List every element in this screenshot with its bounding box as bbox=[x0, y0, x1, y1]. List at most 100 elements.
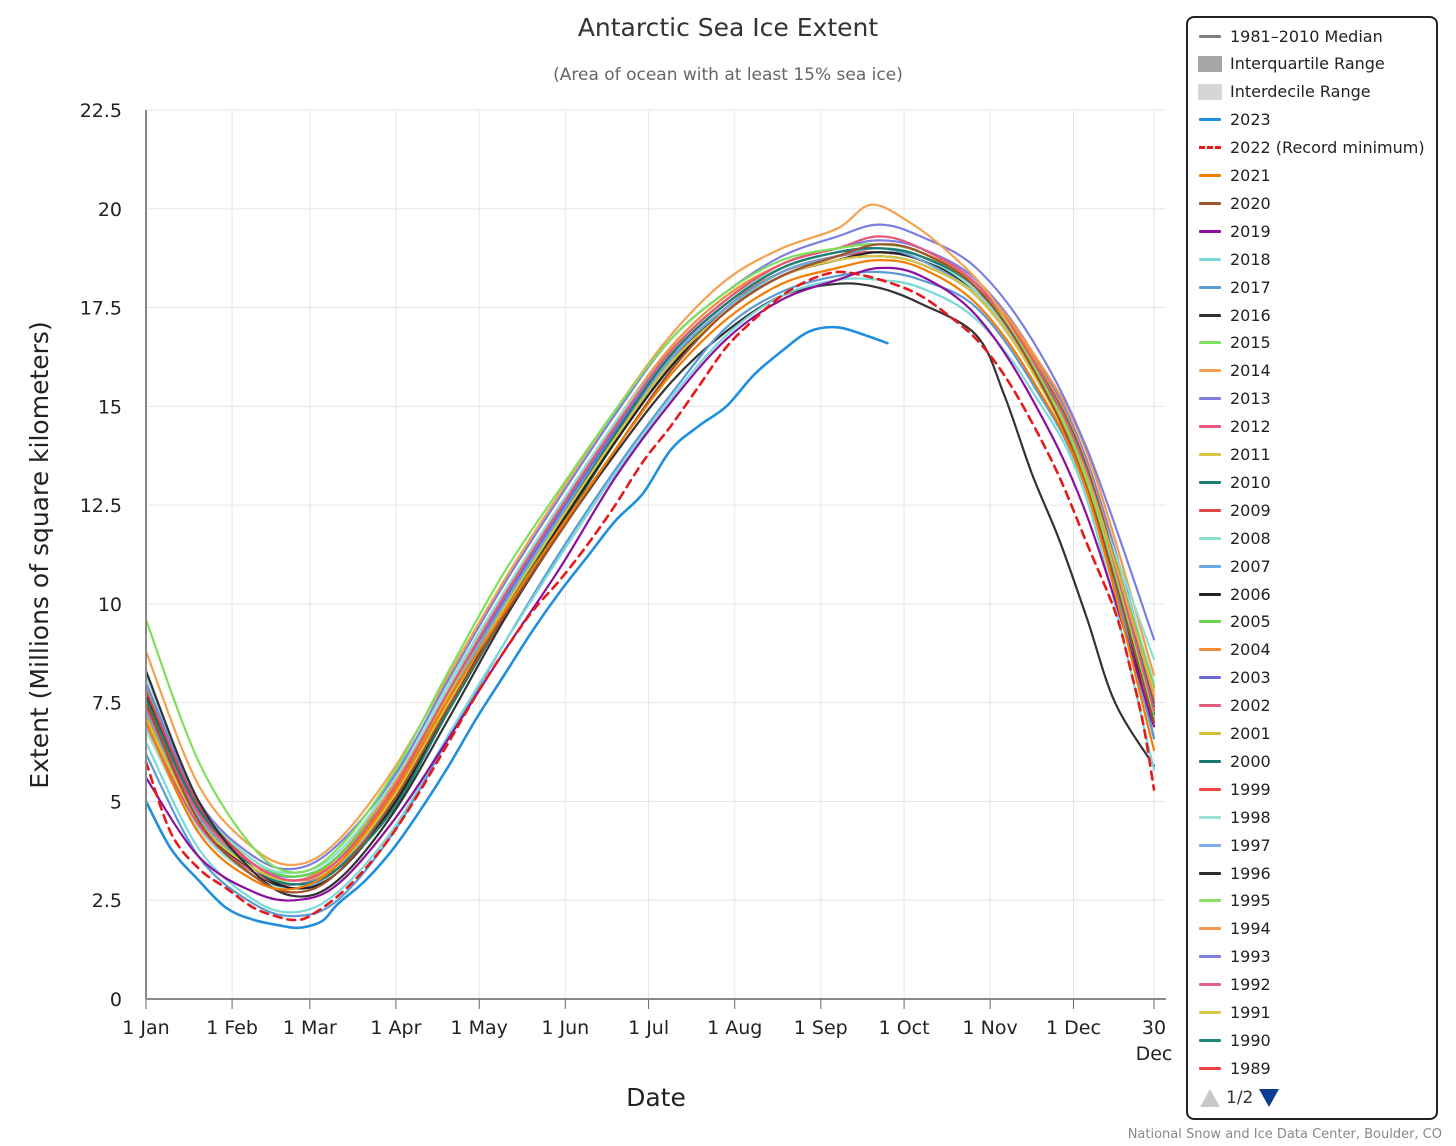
legend-item[interactable]: 2016 bbox=[1198, 303, 1271, 327]
legend-label: 2003 bbox=[1230, 668, 1271, 688]
legend-label: 1994 bbox=[1230, 919, 1271, 939]
legend-item[interactable]: 2006 bbox=[1198, 582, 1271, 606]
legend-label: 2012 bbox=[1230, 417, 1271, 437]
legend-item[interactable]: 2019 bbox=[1198, 219, 1271, 243]
legend-swatch bbox=[1198, 415, 1222, 439]
legend-swatch bbox=[1198, 749, 1222, 773]
legend-item[interactable]: 1995 bbox=[1198, 889, 1271, 913]
legend-item[interactable]: 1989 bbox=[1198, 1056, 1271, 1080]
series-line-2008[interactable] bbox=[144, 247, 1156, 875]
series-line-2016[interactable] bbox=[144, 282, 1156, 898]
legend-item[interactable]: Interquartile Range bbox=[1198, 52, 1385, 76]
legend-swatch bbox=[1198, 945, 1222, 969]
axes: 0 2.5 5 7.5 10 12.5 15 17.5 20 22.5 1 Jan 1 Feb 1 Ma… bbox=[80, 100, 1173, 1065]
x-tick-label: 1 Jul bbox=[628, 1017, 669, 1039]
series-line-2003[interactable] bbox=[144, 247, 1156, 882]
legend-label: 2001 bbox=[1230, 724, 1271, 743]
series-line-2021[interactable] bbox=[144, 259, 1156, 891]
legend-swatch bbox=[1198, 498, 1222, 522]
legend-swatch bbox=[1198, 1028, 1222, 1052]
legend-swatch bbox=[1198, 470, 1222, 494]
legend-item[interactable]: 1991 bbox=[1198, 1001, 1271, 1025]
legend-item[interactable]: 2017 bbox=[1198, 275, 1271, 299]
legend-item[interactable]: 2002 bbox=[1198, 694, 1271, 718]
series-line-2017[interactable] bbox=[144, 270, 1156, 918]
legend-swatch bbox=[1198, 861, 1222, 885]
legend-item[interactable]: 1994 bbox=[1198, 917, 1271, 941]
legend-swatch bbox=[1198, 80, 1222, 104]
legend-swatch bbox=[1198, 359, 1222, 383]
y-axis-label: Extent (Millions of square kilometers) bbox=[25, 321, 54, 788]
x-tick-label: 1 Mar bbox=[283, 1017, 337, 1039]
legend-item[interactable]: 2014 bbox=[1198, 359, 1271, 383]
legend-item[interactable]: 2021 bbox=[1198, 164, 1271, 188]
legend-swatch bbox=[1198, 889, 1222, 913]
legend-item[interactable]: 1993 bbox=[1198, 945, 1271, 969]
legend-item[interactable]: 2023 bbox=[1198, 108, 1271, 132]
series-line-2010[interactable] bbox=[144, 247, 1156, 886]
page-down-icon[interactable] bbox=[1259, 1089, 1280, 1107]
legend-item[interactable]: 2009 bbox=[1198, 498, 1271, 522]
legend-label: 1993 bbox=[1230, 947, 1271, 967]
legend-item[interactable]: 1981–2010 Median bbox=[1198, 24, 1383, 48]
legend-item[interactable]: 2020 bbox=[1198, 191, 1271, 215]
legend-swatch bbox=[1198, 24, 1222, 48]
legend-item[interactable]: 1990 bbox=[1198, 1028, 1271, 1052]
legend-item[interactable]: 1999 bbox=[1198, 777, 1271, 801]
series-line-2001[interactable] bbox=[144, 247, 1156, 882]
x-tick-label: 1 Oct bbox=[879, 1017, 930, 1039]
legend-label: 2019 bbox=[1230, 221, 1271, 241]
series-line-1999[interactable] bbox=[144, 247, 1156, 882]
legend-item[interactable]: 2018 bbox=[1198, 247, 1271, 271]
series-line-1994[interactable] bbox=[144, 247, 1156, 882]
legend-item[interactable]: 2015 bbox=[1198, 331, 1271, 355]
series-line-2022[interactable] bbox=[144, 270, 1156, 922]
legend-label: 1990 bbox=[1230, 1030, 1271, 1050]
grid-lines bbox=[145, 109, 1166, 1000]
legend-swatch bbox=[1198, 164, 1222, 188]
legend-label: 2004 bbox=[1230, 640, 1271, 660]
legend-swatch bbox=[1198, 722, 1222, 746]
series-line-1995[interactable] bbox=[144, 247, 1156, 878]
series-line-2018[interactable] bbox=[144, 277, 1156, 914]
legend-item[interactable]: 2011 bbox=[1198, 443, 1271, 467]
legend-item[interactable]: Interdecile Range bbox=[1198, 80, 1371, 104]
legend-item[interactable]: 2003 bbox=[1198, 666, 1271, 690]
legend-item[interactable]: 2013 bbox=[1198, 387, 1271, 411]
legend-swatch bbox=[1198, 777, 1222, 801]
x-tick-label: 1 May bbox=[451, 1017, 508, 1039]
series-line-2023[interactable] bbox=[144, 325, 889, 930]
legend-label: 1997 bbox=[1230, 835, 1271, 855]
legend-item[interactable]: 1997 bbox=[1198, 833, 1271, 857]
y-tick-label: 12.5 bbox=[80, 495, 122, 517]
legend-swatch bbox=[1198, 666, 1222, 690]
legend-item[interactable]: 2001 bbox=[1198, 722, 1271, 746]
legend-label: 2016 bbox=[1230, 305, 1271, 325]
legend-item[interactable]: 2000 bbox=[1198, 749, 1271, 773]
legend-item[interactable]: 2005 bbox=[1198, 610, 1271, 634]
legend-item[interactable]: 1996 bbox=[1198, 861, 1271, 885]
legend-swatch bbox=[1198, 275, 1222, 299]
series-line-2013[interactable] bbox=[144, 223, 1156, 871]
series-line-2004[interactable] bbox=[144, 243, 1156, 882]
legend-item[interactable]: 1992 bbox=[1198, 973, 1271, 997]
series-line-2019[interactable] bbox=[144, 266, 1156, 902]
legend-item[interactable]: 1998 bbox=[1198, 805, 1271, 829]
legend-item[interactable]: 2008 bbox=[1198, 526, 1271, 550]
legend-item[interactable]: 2022 (Record minimum) bbox=[1198, 136, 1425, 160]
legend-label: 2006 bbox=[1230, 584, 1271, 604]
legend-item[interactable]: 2007 bbox=[1198, 554, 1271, 578]
series-layer bbox=[144, 203, 1156, 930]
legend-swatch bbox=[1198, 582, 1222, 606]
legend-label: 1999 bbox=[1230, 779, 1271, 799]
series-line-2020[interactable] bbox=[144, 243, 1156, 894]
series-line-2014[interactable] bbox=[144, 203, 1156, 867]
legend-swatch bbox=[1198, 52, 1222, 76]
legend-item[interactable]: 2004 bbox=[1198, 638, 1271, 662]
y-tick-label: 7.5 bbox=[92, 693, 122, 715]
page-up-icon[interactable] bbox=[1200, 1089, 1220, 1107]
legend-item[interactable]: 2012 bbox=[1198, 415, 1271, 439]
legend-item[interactable]: 2010 bbox=[1198, 470, 1271, 494]
legend-label: 2008 bbox=[1230, 528, 1271, 548]
series-line-2007[interactable] bbox=[144, 247, 1156, 886]
